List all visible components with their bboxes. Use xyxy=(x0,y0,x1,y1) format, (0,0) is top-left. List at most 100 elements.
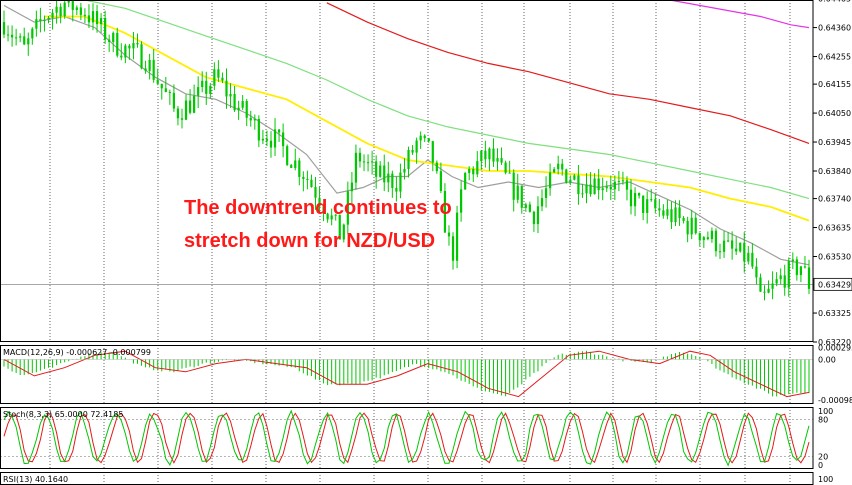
candle xyxy=(342,223,345,243)
candle xyxy=(112,31,115,53)
candle xyxy=(799,265,803,283)
candle xyxy=(253,114,256,130)
candle xyxy=(269,131,273,158)
candle xyxy=(743,232,746,273)
candle-body xyxy=(59,6,62,17)
candle xyxy=(581,183,584,198)
price-tick-label: 0.63740 xyxy=(818,195,851,204)
candle xyxy=(379,161,382,178)
candle xyxy=(557,155,560,175)
candle-body xyxy=(136,43,139,45)
candle-body xyxy=(654,199,657,209)
candle-body xyxy=(168,92,171,94)
candle-body xyxy=(193,95,196,113)
candle xyxy=(128,43,131,60)
candle xyxy=(302,171,305,192)
candle xyxy=(803,256,807,269)
candle-body xyxy=(553,169,556,173)
candle xyxy=(144,60,147,74)
candle-body xyxy=(755,266,758,278)
candle xyxy=(140,41,143,70)
candle xyxy=(771,271,774,300)
candle-body xyxy=(528,204,531,212)
candle-body xyxy=(350,182,353,192)
candle xyxy=(71,0,74,22)
candle xyxy=(601,177,604,201)
candle-body xyxy=(791,259,794,262)
candle-body xyxy=(451,236,455,261)
candle xyxy=(702,236,705,248)
rsi-tick-label: 100 xyxy=(818,475,833,484)
candle-body xyxy=(391,173,394,188)
candle-body xyxy=(257,118,260,141)
candle-body xyxy=(496,158,499,162)
candle xyxy=(605,180,608,192)
candle-body xyxy=(43,19,46,22)
candle-body xyxy=(468,168,471,174)
candle-body xyxy=(447,232,451,237)
candle-body xyxy=(731,240,734,249)
candle xyxy=(520,185,523,214)
candle-body xyxy=(512,172,515,200)
candle-body xyxy=(298,160,301,177)
candle-body xyxy=(322,206,325,214)
candle-body xyxy=(476,161,479,175)
candle-body xyxy=(55,6,58,13)
candle-body xyxy=(229,94,232,97)
candle-body xyxy=(650,199,653,201)
candle-body xyxy=(520,185,523,208)
candle xyxy=(415,137,418,164)
candle xyxy=(464,171,467,190)
candle xyxy=(504,160,507,175)
candle-body xyxy=(164,88,167,93)
candle xyxy=(197,76,200,109)
candle-body xyxy=(330,215,333,220)
candlesticks xyxy=(2,0,811,301)
candle xyxy=(213,62,216,91)
candle-body xyxy=(375,161,378,177)
stoch-main-line xyxy=(3,409,810,467)
price-tick-label: 0.63945 xyxy=(818,138,851,147)
candle xyxy=(617,171,620,192)
candle xyxy=(561,158,564,176)
candle xyxy=(310,174,313,188)
candle-body xyxy=(609,186,612,190)
candle xyxy=(273,118,277,156)
candle xyxy=(407,146,410,178)
candle-body xyxy=(516,185,519,200)
candle xyxy=(358,147,362,168)
candle xyxy=(435,160,438,174)
candle-body xyxy=(371,161,374,163)
candle-body xyxy=(629,189,633,207)
candle xyxy=(322,203,325,222)
candle xyxy=(662,204,665,219)
candle xyxy=(257,115,260,148)
candle xyxy=(334,213,337,221)
candle xyxy=(306,170,309,190)
candle-body xyxy=(460,189,463,213)
candle xyxy=(282,123,285,158)
candle-body xyxy=(488,148,491,160)
candle-body xyxy=(245,101,248,118)
candle xyxy=(565,168,568,184)
candle xyxy=(35,10,38,37)
candle xyxy=(443,183,447,233)
rsi-label: RSI(13) 40.1640 xyxy=(3,475,68,484)
candle xyxy=(751,243,754,269)
candle xyxy=(577,165,580,205)
candle xyxy=(439,162,442,194)
candle-body xyxy=(585,184,588,194)
candle-body xyxy=(334,214,337,216)
candle-body xyxy=(670,209,673,223)
candle xyxy=(654,193,657,214)
candle-body xyxy=(795,259,798,276)
candle xyxy=(152,49,155,83)
candle-body xyxy=(637,192,641,196)
candle-body xyxy=(561,163,564,170)
candle xyxy=(23,27,26,46)
candle-body xyxy=(314,186,317,198)
candle xyxy=(682,215,685,224)
price-tick-label: 0.63530 xyxy=(818,253,851,262)
candle-body xyxy=(662,210,665,216)
candle-body xyxy=(484,150,487,160)
